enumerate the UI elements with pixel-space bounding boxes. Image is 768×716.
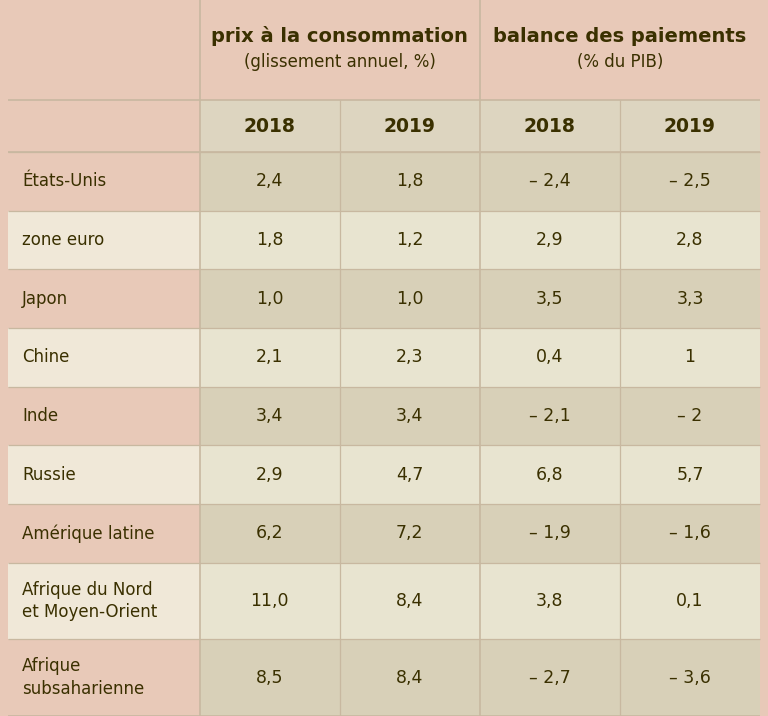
Text: 2,9: 2,9 <box>256 465 283 484</box>
Bar <box>8 211 200 269</box>
Bar <box>8 504 200 563</box>
Text: 2018: 2018 <box>524 117 576 135</box>
Bar <box>8 269 200 328</box>
Text: 3,4: 3,4 <box>396 407 423 425</box>
Bar <box>480 639 760 716</box>
Text: 2,4: 2,4 <box>256 173 283 190</box>
Text: 3,3: 3,3 <box>676 290 703 308</box>
Text: zone euro: zone euro <box>22 231 104 249</box>
Bar <box>8 445 200 504</box>
Bar <box>200 387 480 445</box>
Bar <box>8 100 200 152</box>
Text: 3,8: 3,8 <box>536 592 564 610</box>
Text: Russie: Russie <box>22 465 76 484</box>
Bar <box>480 504 760 563</box>
Text: Japon: Japon <box>22 290 68 308</box>
Text: 1,0: 1,0 <box>396 290 424 308</box>
Text: 8,5: 8,5 <box>256 669 283 687</box>
Text: 2,8: 2,8 <box>676 231 703 249</box>
Bar <box>8 152 200 211</box>
Bar <box>480 152 760 211</box>
Bar <box>200 563 480 639</box>
Bar <box>480 445 760 504</box>
Text: 4,7: 4,7 <box>396 465 423 484</box>
Bar <box>200 445 480 504</box>
Bar <box>8 387 200 445</box>
Bar <box>200 211 480 269</box>
Text: 0,1: 0,1 <box>676 592 703 610</box>
Bar <box>480 100 760 152</box>
Text: 1,2: 1,2 <box>396 231 424 249</box>
Text: 2019: 2019 <box>664 117 716 135</box>
Bar <box>8 563 200 639</box>
Bar <box>480 328 760 387</box>
Text: 8,4: 8,4 <box>396 592 423 610</box>
Text: – 2,4: – 2,4 <box>529 173 571 190</box>
Text: 11,0: 11,0 <box>250 592 289 610</box>
Text: – 2,7: – 2,7 <box>529 669 571 687</box>
Text: 2018: 2018 <box>244 117 296 135</box>
Text: 3,5: 3,5 <box>536 290 564 308</box>
Bar <box>200 504 480 563</box>
Text: 3,4: 3,4 <box>256 407 283 425</box>
Text: Amérique latine: Amérique latine <box>22 524 154 543</box>
Bar <box>200 100 480 152</box>
Text: 0,4: 0,4 <box>536 348 564 367</box>
Bar <box>8 0 760 100</box>
Bar <box>200 269 480 328</box>
Bar <box>480 269 760 328</box>
Bar <box>200 328 480 387</box>
Text: 6,8: 6,8 <box>536 465 564 484</box>
Text: 6,2: 6,2 <box>256 524 283 542</box>
Text: balance des paiements: balance des paiements <box>493 26 746 46</box>
Text: Inde: Inde <box>22 407 58 425</box>
Text: Afrique
subsaharienne: Afrique subsaharienne <box>22 657 144 698</box>
Bar <box>8 328 200 387</box>
Text: (% du PIB): (% du PIB) <box>577 53 663 71</box>
Text: 1: 1 <box>684 348 696 367</box>
Text: Chine: Chine <box>22 348 69 367</box>
Bar <box>200 639 480 716</box>
Text: 5,7: 5,7 <box>676 465 703 484</box>
Text: Afrique du Nord
et Moyen-Orient: Afrique du Nord et Moyen-Orient <box>22 581 157 621</box>
Bar <box>8 639 200 716</box>
Text: – 2: – 2 <box>677 407 703 425</box>
Text: 2019: 2019 <box>384 117 436 135</box>
Text: 2,1: 2,1 <box>256 348 283 367</box>
Text: 1,8: 1,8 <box>256 231 283 249</box>
Text: 2,3: 2,3 <box>396 348 424 367</box>
Text: États-Unis: États-Unis <box>22 173 106 190</box>
Text: 7,2: 7,2 <box>396 524 424 542</box>
Text: 1,0: 1,0 <box>256 290 283 308</box>
Text: – 2,1: – 2,1 <box>529 407 571 425</box>
Text: – 2,5: – 2,5 <box>669 173 711 190</box>
Text: 2,9: 2,9 <box>536 231 564 249</box>
Text: – 1,9: – 1,9 <box>529 524 571 542</box>
Text: 1,8: 1,8 <box>396 173 424 190</box>
Bar <box>480 387 760 445</box>
Text: – 1,6: – 1,6 <box>669 524 711 542</box>
Bar <box>480 211 760 269</box>
Text: 8,4: 8,4 <box>396 669 423 687</box>
Text: – 3,6: – 3,6 <box>669 669 711 687</box>
Text: (glissement annuel, %): (glissement annuel, %) <box>244 53 435 71</box>
Bar <box>480 563 760 639</box>
Text: prix à la consommation: prix à la consommation <box>211 26 468 46</box>
Bar <box>200 152 480 211</box>
